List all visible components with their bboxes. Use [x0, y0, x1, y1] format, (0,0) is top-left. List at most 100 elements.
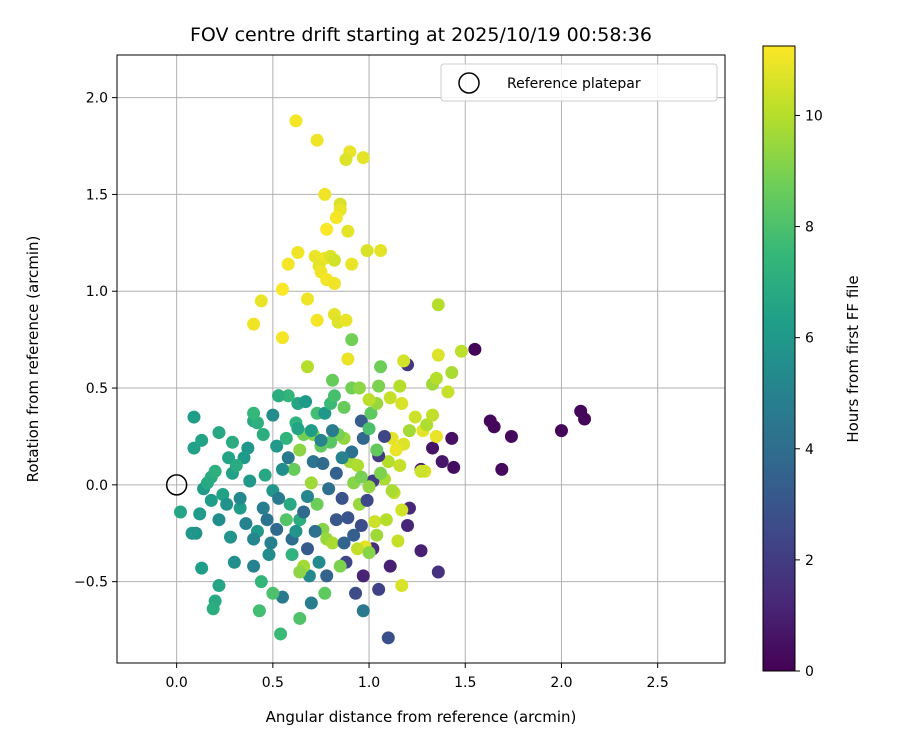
data-points: [173, 114, 592, 645]
x-tick-label: 2.5: [647, 675, 669, 691]
data-point: [354, 519, 368, 533]
data-point: [308, 524, 322, 538]
x-tick-label: 0.0: [166, 675, 188, 691]
data-point: [435, 455, 449, 469]
y-tick-label: 0.0: [86, 478, 108, 494]
data-point: [195, 433, 209, 447]
reference-marker: [165, 474, 188, 496]
data-point: [362, 546, 376, 560]
data-point: [395, 397, 409, 411]
data-point: [325, 373, 339, 387]
data-point: [374, 466, 388, 480]
data-point: [381, 631, 395, 645]
data-point: [247, 317, 261, 331]
data-point: [495, 462, 509, 476]
data-point: [383, 391, 397, 405]
data-point: [318, 586, 332, 600]
data-point: [224, 530, 238, 544]
data-point: [356, 431, 370, 445]
data-point: [341, 511, 355, 525]
data-point: [339, 153, 353, 167]
data-point: [279, 513, 293, 527]
data-point: [360, 244, 374, 258]
data-point: [393, 458, 407, 472]
data-point: [208, 464, 222, 478]
data-point: [256, 428, 270, 442]
data-point: [383, 559, 397, 573]
data-point: [447, 460, 461, 474]
colorbar-label: Hours from first FF file: [844, 275, 862, 442]
data-point: [316, 457, 330, 471]
data-point: [291, 422, 305, 436]
data-point: [193, 507, 207, 521]
data-point: [287, 462, 301, 476]
data-point: [327, 389, 341, 403]
data-point: [306, 455, 320, 469]
data-point: [329, 513, 343, 527]
data-point: [300, 292, 314, 306]
data-point: [356, 604, 370, 618]
y-axis-ticks: −0.5 0.0 0.5 1.0 1.5 2.0: [74, 91, 117, 591]
y-axis-label: Rotation from reference (arcmin): [24, 236, 42, 483]
y-tick-label: 2.0: [86, 91, 108, 107]
data-point: [327, 253, 341, 267]
data-point: [304, 476, 318, 490]
data-point: [275, 282, 289, 296]
data-point: [335, 491, 349, 505]
data-point: [289, 524, 303, 538]
data-point: [293, 565, 307, 579]
data-point: [362, 422, 376, 436]
data-point: [414, 544, 428, 558]
colorbar-ticks: 0 2 4 6 8 10: [795, 108, 823, 680]
data-point: [325, 424, 339, 438]
data-point: [322, 482, 336, 496]
data-point: [356, 569, 370, 583]
data-point: [272, 491, 286, 505]
data-point: [402, 424, 416, 438]
data-point: [297, 505, 311, 519]
data-point: [379, 513, 393, 527]
data-point: [233, 491, 247, 505]
data-point: [220, 497, 234, 511]
data-point: [393, 379, 407, 393]
data-point: [414, 464, 428, 478]
colorbar-tick-label: 0: [805, 664, 814, 680]
x-axis-label: Angular distance from reference (arcmin): [266, 708, 577, 726]
y-tick-label: 0.5: [86, 381, 108, 397]
data-point: [389, 443, 403, 457]
data-point: [362, 393, 376, 407]
data-point: [204, 493, 218, 507]
data-point: [318, 406, 332, 420]
data-point: [347, 528, 361, 542]
data-point: [487, 420, 501, 434]
data-point: [252, 604, 266, 618]
data-point: [349, 586, 363, 600]
data-point: [187, 410, 201, 424]
data-point: [337, 400, 351, 414]
data-point: [293, 611, 307, 625]
data-point: [420, 418, 434, 432]
x-tick-label: 2.0: [550, 675, 572, 691]
data-point: [185, 526, 199, 540]
colorbar-gradient: [762, 45, 796, 672]
data-point: [370, 443, 384, 457]
data-point: [352, 381, 366, 395]
data-point: [408, 410, 422, 424]
data-point: [372, 379, 386, 393]
data-point: [270, 522, 284, 536]
legend-marker: [458, 72, 480, 94]
data-point: [329, 211, 343, 225]
data-point: [578, 412, 592, 426]
chart-title: FOV centre drift starting at 2025/10/19 …: [190, 24, 652, 46]
data-point: [247, 559, 261, 573]
data-point: [397, 354, 411, 368]
data-point: [266, 408, 280, 422]
data-point: [275, 462, 289, 476]
data-point: [262, 548, 276, 562]
data-point: [431, 298, 445, 312]
data-point: [318, 187, 332, 201]
colorbar-tick-label: 10: [805, 108, 823, 124]
data-point: [333, 559, 347, 573]
y-tick-label: 1.0: [86, 284, 108, 300]
data-point: [310, 313, 324, 327]
